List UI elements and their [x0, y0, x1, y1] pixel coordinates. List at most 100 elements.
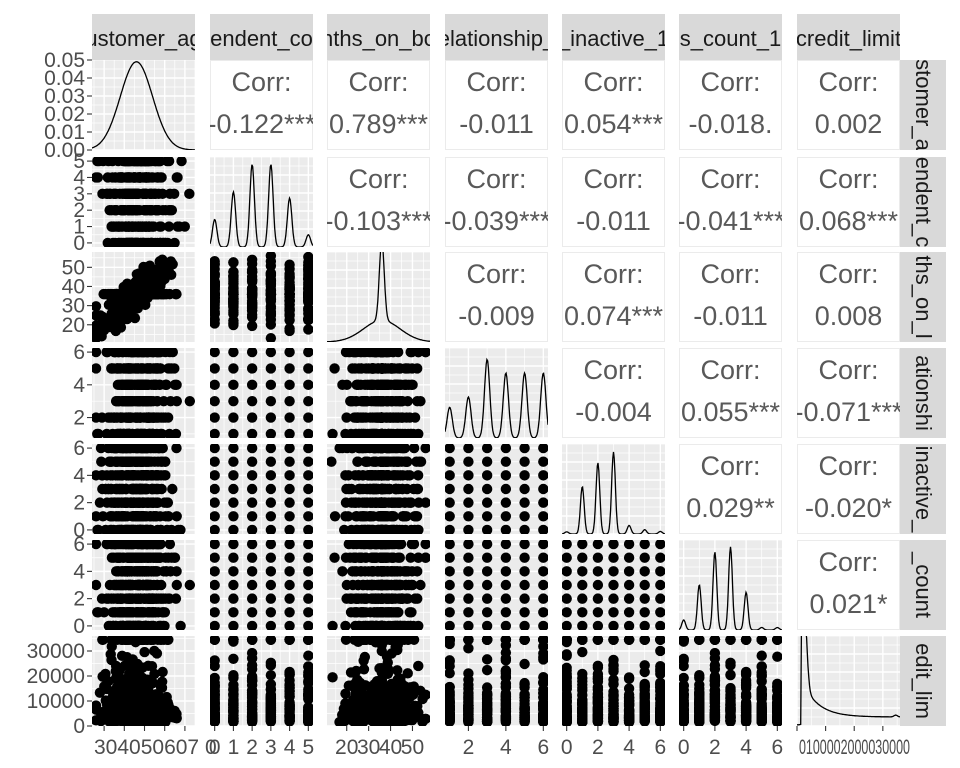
scatter-panel-4-3 [445, 444, 548, 534]
point [445, 483, 455, 495]
point [99, 681, 110, 692]
point [122, 395, 134, 407]
point [210, 269, 220, 280]
point [97, 636, 108, 645]
point [159, 456, 171, 467]
point [420, 348, 430, 358]
point [119, 157, 131, 167]
point [639, 620, 650, 630]
point [284, 607, 295, 618]
point [358, 593, 370, 604]
point [519, 444, 530, 454]
top-strip-1: endent_co [210, 14, 313, 60]
point [228, 257, 239, 268]
point [577, 540, 588, 550]
point [135, 444, 147, 454]
point [110, 713, 121, 725]
point [154, 256, 165, 267]
point [284, 497, 295, 508]
point [138, 348, 150, 358]
point [592, 552, 604, 563]
point [129, 456, 141, 467]
point [136, 672, 147, 683]
scatter-points [92, 254, 182, 342]
scatter-panel-5-0 [92, 540, 195, 630]
point [340, 470, 351, 481]
point [210, 428, 220, 438]
point [284, 363, 295, 374]
point [228, 620, 239, 630]
point [284, 379, 295, 391]
point [265, 670, 277, 681]
point [120, 636, 131, 645]
right-strip-label: ationshi [911, 355, 936, 431]
point [376, 579, 387, 591]
point [120, 483, 131, 495]
point [103, 483, 114, 495]
point [246, 470, 258, 481]
point [303, 676, 313, 687]
point [463, 444, 474, 454]
scatter-points [327, 348, 430, 438]
point [655, 620, 665, 630]
point [608, 593, 619, 604]
point [114, 379, 125, 391]
point [111, 428, 123, 438]
top-strip-5: s_count_1 [679, 14, 782, 60]
point [228, 470, 239, 481]
point [337, 566, 348, 577]
point [608, 620, 619, 630]
point [184, 188, 195, 200]
point [114, 679, 126, 690]
point [265, 456, 277, 467]
point [376, 470, 387, 481]
point [463, 620, 474, 630]
point [155, 524, 166, 534]
point [130, 204, 142, 216]
scatter-panel-3-1 [210, 348, 313, 438]
point [104, 204, 115, 216]
point [655, 607, 665, 618]
point [111, 363, 123, 374]
point [284, 288, 295, 300]
point [303, 324, 313, 335]
point [481, 483, 493, 495]
point [406, 428, 417, 438]
point [303, 412, 313, 423]
top-strip-2: nths_on_bo [327, 14, 430, 60]
point [106, 693, 118, 704]
point [265, 593, 277, 604]
scatter-points [210, 348, 313, 438]
point [265, 412, 277, 423]
point [105, 299, 117, 311]
point [92, 579, 102, 591]
point [352, 456, 363, 467]
point [117, 172, 128, 183]
point [246, 274, 258, 285]
point [139, 497, 150, 508]
point [136, 363, 148, 374]
point [356, 524, 368, 534]
point [592, 607, 604, 618]
point [246, 620, 258, 630]
point [160, 511, 171, 522]
point [562, 620, 572, 630]
point [210, 363, 220, 374]
point [538, 593, 548, 604]
point [169, 379, 181, 391]
scatter-panel-4-2 [327, 444, 430, 534]
point [329, 363, 340, 374]
point [284, 679, 295, 691]
point [413, 552, 424, 563]
scatter-points [445, 444, 548, 534]
point [445, 607, 455, 618]
point [228, 552, 239, 563]
point [118, 579, 130, 591]
point [655, 540, 665, 550]
point [246, 348, 258, 358]
point [210, 579, 220, 591]
point [164, 363, 176, 374]
point [500, 620, 512, 630]
point [346, 524, 357, 534]
point [246, 444, 258, 454]
